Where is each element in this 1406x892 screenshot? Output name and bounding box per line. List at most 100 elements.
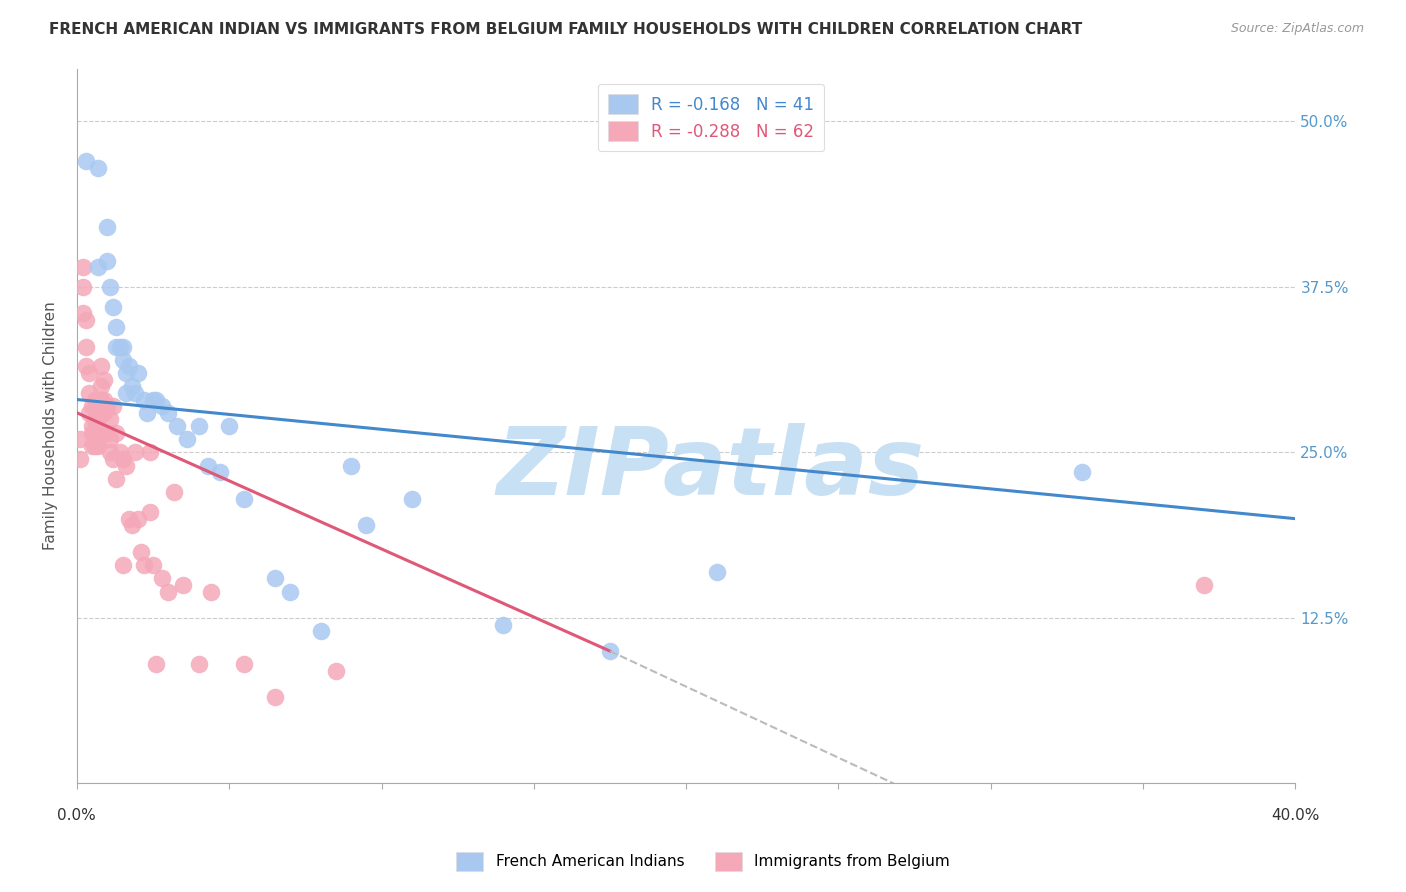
Point (87, 412, 110, 426)
Point (87, 439, 110, 453)
Point (100, 445, 122, 459)
Point (72, 306, 94, 320)
Point (145, 657, 167, 672)
Point (100, 432, 122, 446)
Point (82, 419, 104, 434)
Point (82, 425, 104, 440)
Point (77, 406, 100, 420)
Point (150, 571, 173, 585)
Point (103, 452, 125, 467)
Point (93, 392, 115, 407)
Point (114, 366, 136, 380)
Point (103, 399, 125, 413)
Point (200, 584, 222, 599)
Y-axis label: Family Households with Children: Family Households with Children (44, 301, 58, 550)
Point (90, 379, 112, 393)
Point (90, 359, 112, 374)
Point (163, 485, 186, 500)
Point (111, 340, 134, 354)
Point (105, 340, 128, 354)
Point (136, 406, 159, 420)
Point (278, 584, 301, 599)
Point (82, 399, 104, 413)
Point (340, 458, 363, 473)
Point (233, 491, 256, 506)
Point (108, 340, 131, 354)
Point (108, 445, 131, 459)
Point (77, 385, 100, 400)
Point (209, 466, 232, 480)
Point (142, 558, 165, 572)
Text: ZIPatlas: ZIPatlas (496, 423, 925, 515)
Point (187, 657, 209, 672)
Point (84, 412, 107, 426)
Text: Source: ZipAtlas.com: Source: ZipAtlas.com (1230, 22, 1364, 36)
Point (87, 161, 110, 175)
Point (309, 624, 332, 639)
Point (233, 657, 256, 672)
Point (145, 392, 167, 407)
Point (114, 458, 136, 473)
Point (218, 419, 240, 434)
Point (114, 385, 136, 400)
Point (129, 545, 152, 559)
Point (176, 432, 198, 446)
Point (111, 452, 134, 467)
Point (84, 425, 107, 440)
Point (599, 644, 621, 658)
Point (401, 491, 423, 506)
Point (84, 392, 107, 407)
Point (150, 399, 173, 413)
Point (111, 558, 134, 572)
Point (173, 578, 195, 592)
Point (100, 412, 122, 426)
Point (111, 352, 134, 367)
Point (139, 445, 162, 459)
Point (96, 399, 118, 413)
Text: 40.0%: 40.0% (1271, 808, 1320, 823)
Point (187, 419, 209, 434)
Point (93, 373, 115, 387)
Point (105, 472, 128, 486)
Point (96, 220, 118, 235)
Point (96, 253, 118, 268)
Point (157, 406, 180, 420)
Point (105, 425, 128, 440)
Point (72, 280, 94, 294)
Point (264, 690, 287, 705)
Point (75, 340, 97, 354)
Point (87, 260, 110, 274)
Point (77, 366, 100, 380)
Point (105, 319, 128, 334)
Point (139, 505, 162, 519)
Point (356, 518, 378, 533)
Point (75, 359, 97, 374)
Point (69, 432, 91, 446)
Point (69, 452, 91, 467)
Point (82, 439, 104, 453)
Point (96, 425, 118, 440)
Point (90, 392, 112, 407)
Point (142, 392, 165, 407)
Point (75, 154, 97, 169)
Point (127, 366, 149, 380)
Point (1071, 466, 1094, 480)
Point (124, 445, 146, 459)
Point (325, 664, 347, 678)
Point (93, 406, 115, 420)
Text: FRENCH AMERICAN INDIAN VS IMMIGRANTS FROM BELGIUM FAMILY HOUSEHOLDS WITH CHILDRE: FRENCH AMERICAN INDIAN VS IMMIGRANTS FRO… (49, 22, 1083, 37)
Point (127, 511, 149, 525)
Point (100, 280, 122, 294)
Point (84, 439, 107, 453)
Point (87, 425, 110, 440)
Point (72, 260, 94, 274)
Point (264, 571, 287, 585)
Text: 0.0%: 0.0% (58, 808, 96, 823)
Point (706, 565, 728, 579)
Point (118, 359, 141, 374)
Point (93, 425, 115, 440)
Point (124, 385, 146, 400)
Point (118, 511, 141, 525)
Point (1192, 578, 1215, 592)
Point (166, 419, 188, 434)
